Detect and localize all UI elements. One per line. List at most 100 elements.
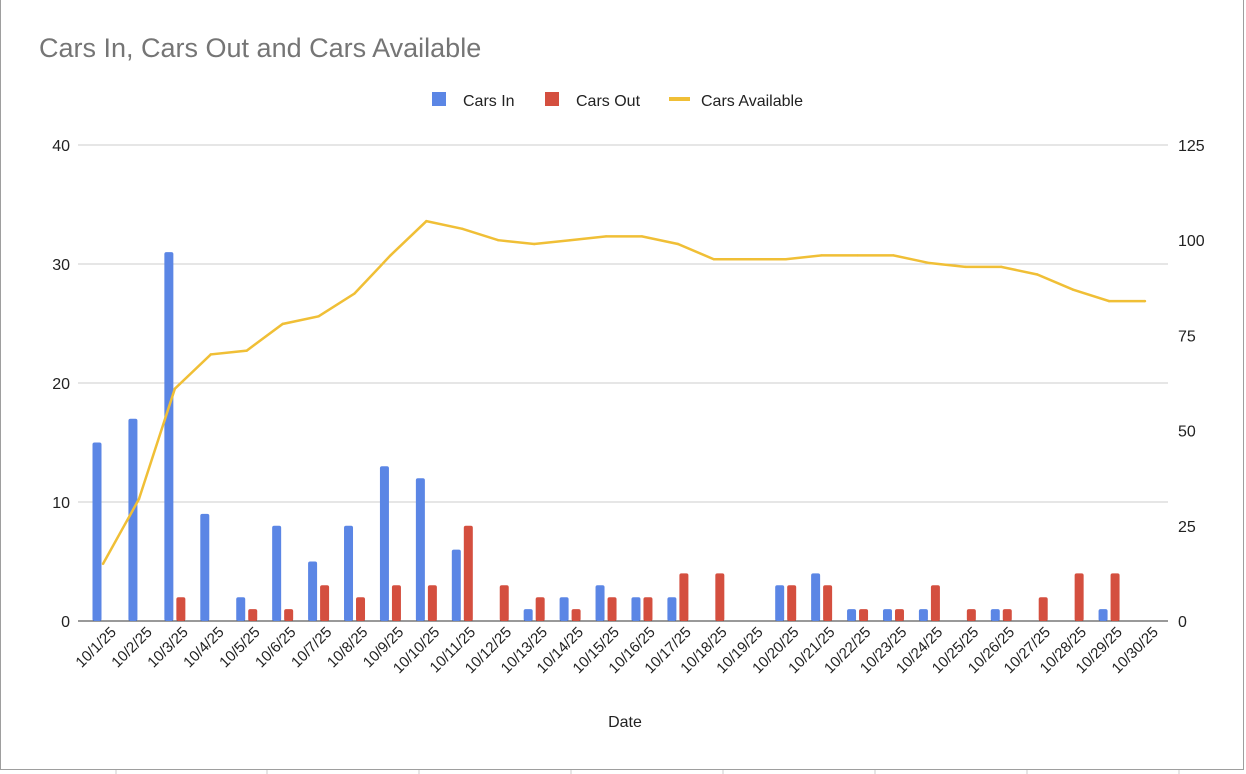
y-tick-right: 75 bbox=[1178, 328, 1196, 345]
bar-cars-out bbox=[248, 609, 258, 621]
bar-cars-in bbox=[200, 513, 210, 621]
bar-cars-out bbox=[427, 585, 437, 621]
bar-cars-in bbox=[236, 597, 246, 621]
point-cars-available bbox=[928, 261, 931, 265]
point-cars-available bbox=[1036, 273, 1039, 276]
y-tick-right: 125 bbox=[1178, 138, 1205, 155]
point-cars-available bbox=[317, 315, 320, 318]
bar-cars-out bbox=[176, 597, 186, 621]
bar-cars-in bbox=[415, 478, 425, 621]
bar-cars-in bbox=[631, 597, 641, 621]
bar-cars-out bbox=[787, 585, 797, 621]
bar-cars-out bbox=[356, 597, 366, 621]
chart-title: Cars In, Cars Out and Cars Available bbox=[39, 33, 482, 63]
bar-cars-out bbox=[320, 585, 330, 621]
bar-cars-out bbox=[679, 573, 689, 621]
bar-cars-out bbox=[643, 597, 653, 621]
point-cars-available bbox=[892, 254, 895, 257]
point-cars-available bbox=[1071, 288, 1075, 291]
y-tick-right: 0 bbox=[1178, 614, 1187, 631]
bar-cars-out bbox=[284, 609, 294, 621]
point-cars-available bbox=[1143, 299, 1147, 303]
point-cars-available bbox=[137, 497, 141, 501]
point-cars-available bbox=[856, 254, 859, 257]
bar-cars-in bbox=[811, 573, 821, 621]
bar-cars-in bbox=[164, 252, 174, 621]
legend-swatch-cars-out bbox=[545, 92, 559, 106]
point-cars-available bbox=[532, 242, 536, 246]
point-cars-available bbox=[964, 265, 967, 269]
bar-cars-in bbox=[559, 597, 569, 621]
bar-cars-out bbox=[859, 609, 869, 621]
point-cars-available bbox=[676, 242, 680, 246]
point-cars-available bbox=[353, 292, 356, 295]
point-cars-available bbox=[1107, 299, 1111, 303]
point-cars-available bbox=[748, 258, 751, 261]
point-cars-available bbox=[209, 353, 212, 356]
point-cars-available bbox=[604, 235, 608, 238]
legend-label-cars-in: Cars In bbox=[463, 93, 515, 110]
y-tick-left: 40 bbox=[52, 138, 70, 155]
bar-cars-in bbox=[128, 418, 138, 621]
point-cars-available bbox=[425, 219, 428, 223]
bar-cars-out bbox=[463, 525, 473, 621]
bar-cars-out bbox=[391, 585, 401, 621]
legend-label-cars-available: Cars Available bbox=[701, 93, 803, 110]
bar-cars-in bbox=[523, 609, 533, 621]
bar-cars-out bbox=[715, 573, 725, 621]
y-tick-left: 0 bbox=[61, 614, 70, 631]
legend-swatch-cars-available bbox=[669, 97, 690, 101]
point-cars-available bbox=[497, 239, 500, 242]
bar-cars-in bbox=[1098, 609, 1108, 621]
y-tick-right: 50 bbox=[1178, 424, 1196, 441]
legend-swatch-cars-in bbox=[432, 92, 446, 106]
bar-cars-out bbox=[535, 597, 545, 621]
bar-cars-in bbox=[847, 609, 857, 621]
x-axis-title: Date bbox=[608, 714, 642, 731]
bar-cars-in bbox=[92, 442, 102, 621]
y-tick-right: 25 bbox=[1178, 519, 1196, 536]
bar-cars-out bbox=[607, 597, 617, 621]
bar-cars-out bbox=[823, 585, 833, 621]
bar-cars-in bbox=[882, 609, 892, 621]
bar-cars-out bbox=[894, 609, 904, 621]
bar-cars-in bbox=[990, 609, 1000, 621]
point-cars-available bbox=[568, 239, 572, 242]
bar-cars-in bbox=[272, 525, 282, 621]
y-tick-right: 100 bbox=[1178, 233, 1205, 250]
bar-cars-in bbox=[344, 525, 354, 621]
point-cars-available bbox=[712, 258, 716, 261]
y-tick-left: 10 bbox=[52, 495, 70, 512]
bar-cars-in bbox=[667, 597, 677, 621]
point-cars-available bbox=[173, 387, 177, 390]
line-cars-available bbox=[101, 219, 1145, 565]
bar-cars-in bbox=[451, 549, 461, 621]
bar-cars-in bbox=[595, 585, 605, 621]
bar-cars-in bbox=[308, 561, 318, 621]
point-cars-available bbox=[245, 349, 248, 352]
bar-cars-in bbox=[918, 609, 928, 621]
point-cars-available bbox=[784, 258, 787, 261]
bar-cars-out bbox=[1110, 573, 1120, 621]
point-cars-available bbox=[389, 254, 392, 257]
bar-cars-out bbox=[930, 585, 940, 621]
bar-cars-out bbox=[1002, 609, 1012, 621]
point-cars-available bbox=[1000, 265, 1003, 269]
y-tick-left: 30 bbox=[52, 257, 70, 274]
bar-cars-in bbox=[379, 466, 389, 621]
bar-cars-out bbox=[571, 609, 581, 621]
bar-cars-out bbox=[499, 585, 509, 621]
legend-label-cars-out: Cars Out bbox=[576, 93, 641, 110]
bar-cars-out bbox=[1074, 573, 1084, 621]
bar-cars-out bbox=[1038, 597, 1048, 621]
point-cars-available bbox=[461, 227, 464, 230]
y-tick-left: 20 bbox=[52, 376, 70, 393]
point-cars-available bbox=[640, 235, 644, 238]
point-cars-available bbox=[101, 562, 105, 566]
point-cars-available bbox=[820, 254, 823, 257]
point-cars-available bbox=[281, 322, 284, 326]
bar-cars-in bbox=[775, 585, 785, 621]
bar-cars-out bbox=[966, 609, 976, 621]
